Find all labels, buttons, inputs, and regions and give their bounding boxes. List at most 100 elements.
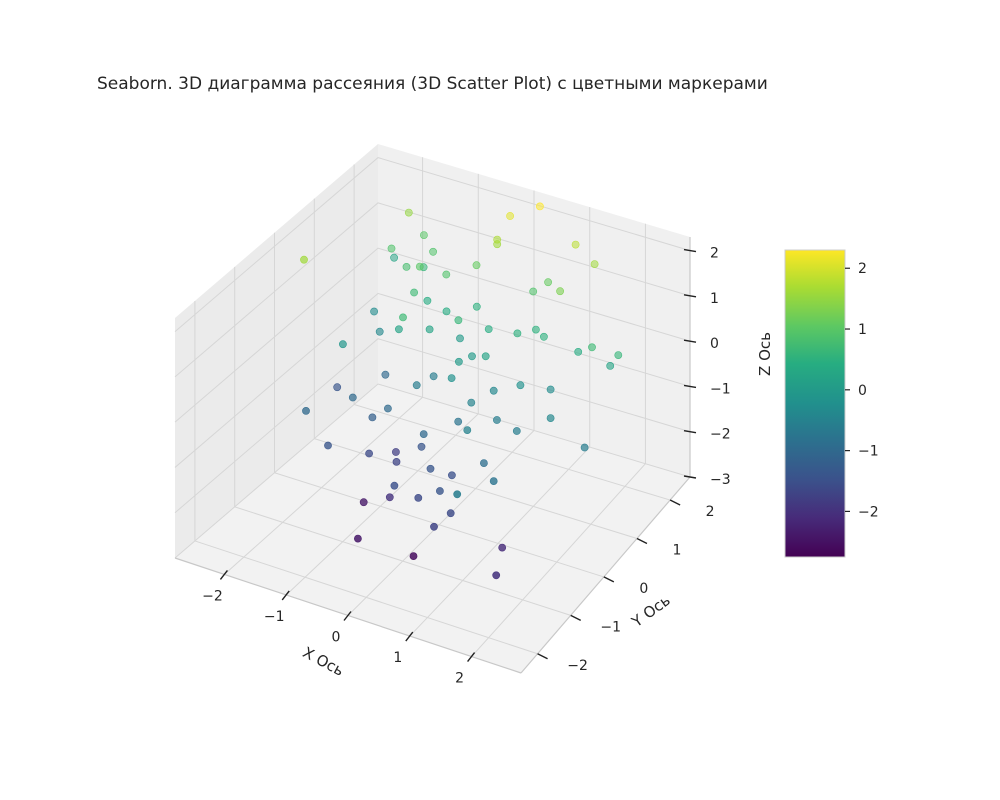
scatter-point — [463, 426, 472, 434]
scatter-point — [391, 448, 400, 456]
colorbar-tick-label: −1 — [858, 444, 879, 460]
colorbar-gradient — [784, 249, 846, 558]
scatter-point — [423, 296, 432, 305]
scatter-point — [556, 287, 564, 296]
chart-title: Seaborn. 3D диаграмма рассеяния (3D Scat… — [97, 74, 768, 94]
scatter-point — [419, 231, 428, 239]
scatter-point — [383, 404, 392, 413]
scatter-point — [468, 352, 476, 361]
x-tick-label: −1 — [264, 609, 285, 625]
scatter-point — [536, 202, 544, 211]
scatter-point — [453, 490, 462, 499]
z-tick-label: 2 — [710, 246, 719, 262]
x-tick — [467, 652, 476, 663]
scatter-point — [588, 343, 596, 352]
y-tick — [636, 537, 648, 545]
scatter-point — [368, 413, 377, 422]
scatter-point — [506, 212, 514, 220]
scatter-point — [353, 534, 362, 543]
scatter-point — [370, 307, 378, 316]
scatter-point — [415, 262, 424, 271]
scatter-point — [472, 261, 481, 270]
scatter-point — [417, 442, 426, 451]
scatter-point — [399, 313, 407, 322]
colorbar-tick-label: 2 — [858, 261, 867, 277]
scatter-point — [447, 374, 456, 382]
scatter-point — [512, 427, 521, 435]
y-tick-label: −2 — [567, 658, 588, 674]
scatter-point — [546, 385, 555, 394]
z-tick — [683, 248, 697, 253]
scatter-point — [410, 288, 418, 297]
scatter-point — [365, 449, 373, 458]
colorbar-tick-label: 1 — [858, 322, 867, 338]
scatter-point — [529, 287, 538, 296]
scatter-point — [580, 443, 589, 452]
z-gridline — [174, 247, 691, 423]
scatter-point — [302, 406, 310, 415]
scatter-point — [571, 240, 580, 249]
axes-ticks: −2 −1 0 1 2 −2 −1 0 1 2 −3 −2 −1 0 1 2 — [202, 246, 731, 687]
scatter-point — [429, 372, 438, 381]
scatter-point — [546, 414, 555, 422]
scatter-point — [498, 543, 507, 552]
scatter-point — [390, 253, 398, 262]
scatter-point — [532, 325, 540, 334]
scatter-point — [412, 381, 421, 390]
scatter-point — [381, 370, 390, 379]
scatter-point — [590, 260, 599, 268]
scatter-point — [425, 325, 434, 334]
y-tick — [603, 576, 615, 583]
y-tick — [570, 614, 582, 621]
z-tick — [683, 339, 697, 343]
scatter-point — [414, 493, 423, 502]
z-tick — [683, 430, 697, 434]
z-tick-label: −3 — [710, 472, 731, 488]
scatter-point — [348, 393, 357, 402]
colorbar-tick-label: 0 — [858, 383, 867, 399]
scatter-point — [402, 262, 411, 271]
x-axis-label: X Ось — [300, 643, 347, 680]
scatter-point — [516, 381, 525, 390]
x-tick-label: 1 — [393, 650, 402, 666]
scatter-point — [492, 416, 501, 424]
colorbar: 2 1 0 −1 −2 — [784, 249, 879, 558]
scatter-point — [426, 464, 435, 473]
scatter-point — [493, 235, 502, 244]
scatter-point — [492, 571, 501, 580]
scatter-point — [404, 208, 413, 217]
z-gridline — [174, 292, 691, 468]
scatter-point — [447, 471, 456, 480]
scatter-point — [454, 316, 463, 325]
y-tick — [537, 653, 548, 660]
colorbar-tick-label: −2 — [858, 504, 879, 520]
x-tick-label: 0 — [332, 630, 341, 646]
scatter-point — [338, 340, 347, 349]
z-gridline — [174, 157, 691, 332]
scatter-point — [392, 457, 401, 466]
x-tick — [405, 631, 414, 642]
scatter-point — [385, 493, 394, 502]
scatter-point — [513, 329, 522, 338]
scatter-point — [454, 357, 463, 366]
z-tick-label: −2 — [710, 427, 731, 443]
z-tick — [683, 294, 697, 298]
z-tick — [683, 384, 697, 389]
scatter-point — [606, 361, 615, 370]
scatter-point — [540, 332, 548, 341]
scatter-point — [454, 417, 463, 426]
z-gridline — [174, 338, 691, 514]
z-tick-label: −1 — [710, 381, 731, 397]
scatter-point — [544, 278, 552, 287]
scatter-point — [387, 244, 396, 253]
z-gridline — [174, 202, 691, 378]
z-tick — [683, 475, 697, 479]
scatter-point — [359, 498, 368, 507]
scatter-point — [489, 477, 498, 485]
scatter-point — [484, 325, 493, 333]
scatter-point — [390, 481, 399, 490]
scatter-point — [489, 386, 498, 395]
scatter-point — [409, 552, 418, 560]
y-tick — [669, 499, 681, 506]
